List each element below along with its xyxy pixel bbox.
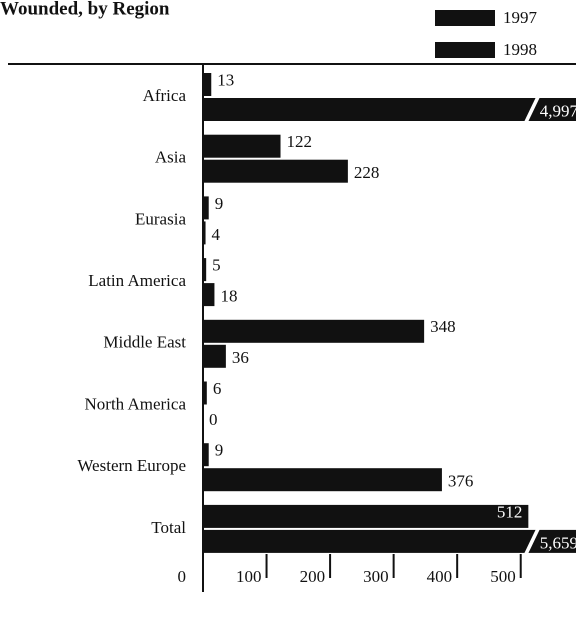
x-tick-label: 200 xyxy=(300,567,326,586)
category-label: Africa xyxy=(143,86,187,105)
x-tick-label: 500 xyxy=(490,567,516,586)
bar xyxy=(203,73,212,96)
bar xyxy=(203,529,576,553)
value-label: 0 xyxy=(209,410,218,429)
category-label: Eurasia xyxy=(135,209,186,228)
bar xyxy=(203,196,209,220)
value-label: 5 xyxy=(212,256,221,275)
value-label: 228 xyxy=(354,163,380,182)
value-label: 13 xyxy=(217,70,234,89)
bar xyxy=(203,381,207,405)
value-label: 9 xyxy=(215,194,224,213)
category-label: Latin America xyxy=(88,271,186,290)
legend-swatch xyxy=(435,10,495,26)
value-label: 36 xyxy=(232,348,249,367)
value-label: 6 xyxy=(213,379,222,398)
bar xyxy=(203,134,281,158)
value-label: 5,659 xyxy=(540,533,576,552)
value-label: 18 xyxy=(220,287,237,306)
bar xyxy=(203,504,529,528)
bar xyxy=(203,283,215,307)
bar xyxy=(203,319,425,343)
x-tick-label: 100 xyxy=(236,567,262,586)
bar xyxy=(203,98,576,121)
legend-swatch xyxy=(435,42,495,58)
category-label: Western Europe xyxy=(77,456,186,475)
axis-break xyxy=(524,97,540,122)
value-label: 4 xyxy=(212,225,221,244)
value-label: 512 xyxy=(497,502,523,521)
chart-title: Wounded, by Region xyxy=(0,0,170,19)
bar xyxy=(203,468,442,492)
bar xyxy=(203,159,348,183)
legend-label: 1997 xyxy=(503,8,538,27)
value-label: 376 xyxy=(448,472,474,491)
x-tick-label: 300 xyxy=(363,567,389,586)
value-label: 4,997 xyxy=(540,101,576,120)
value-label: 122 xyxy=(287,132,313,151)
bar xyxy=(203,258,207,282)
bar xyxy=(203,443,209,467)
category-label: Asia xyxy=(155,148,187,167)
category-label: North America xyxy=(85,394,187,413)
bar xyxy=(203,344,226,368)
x-tick-label: 400 xyxy=(427,567,453,586)
bar xyxy=(203,221,206,245)
axis-break xyxy=(524,528,540,554)
category-label: Total xyxy=(151,518,186,537)
value-label: 348 xyxy=(430,317,456,336)
x-tick-label: 0 xyxy=(178,567,187,586)
value-label: 9 xyxy=(215,441,224,460)
legend-label: 1998 xyxy=(503,40,537,59)
category-label: Middle East xyxy=(103,333,186,352)
